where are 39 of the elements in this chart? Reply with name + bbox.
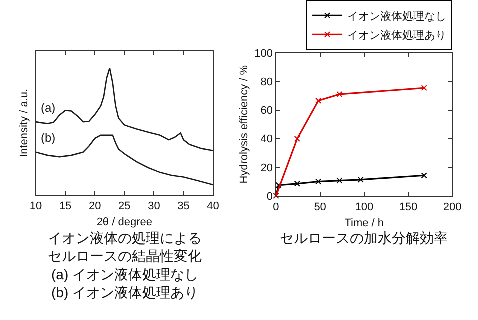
point bbox=[294, 180, 300, 187]
y-tick-label: 40 bbox=[260, 134, 274, 146]
x-tick-label: 150 bbox=[399, 201, 418, 214]
x-tick-label: 40 bbox=[207, 200, 220, 212]
x-tick-label: 200 bbox=[443, 201, 462, 214]
legend-label: イオン液体処理なし bbox=[348, 10, 447, 23]
y-tick-label: 60 bbox=[260, 105, 274, 118]
x-axis-title: 2θ / degree bbox=[96, 216, 152, 229]
y-tick-label: 100 bbox=[254, 48, 274, 60]
point bbox=[358, 176, 364, 183]
text: セルロースの加水分解効率 bbox=[280, 230, 448, 246]
x-tick-label: 100 bbox=[355, 201, 374, 214]
legend-label: イオン液体処理あり bbox=[348, 28, 447, 42]
x-tick-label: 50 bbox=[314, 201, 326, 214]
point bbox=[421, 85, 428, 92]
point bbox=[316, 98, 322, 104]
point bbox=[421, 172, 428, 179]
point bbox=[294, 136, 300, 142]
x-tick-label: 30 bbox=[148, 200, 160, 212]
point bbox=[316, 178, 322, 185]
y-tick-label: 80 bbox=[260, 76, 274, 89]
x-tick-label: 35 bbox=[178, 200, 190, 212]
y-tick-label: 0 bbox=[266, 190, 274, 203]
point bbox=[276, 182, 282, 188]
text: イオン液体の処理によるセルロースの結晶性変化 bbox=[48, 230, 202, 264]
x-tick-label: 25 bbox=[118, 200, 131, 212]
y-axis-title: Intensity / a.u. bbox=[18, 88, 31, 158]
series-label: (b) bbox=[41, 131, 56, 145]
text: (b) イオン液体処理あり bbox=[52, 284, 198, 301]
series-label: (a) bbox=[41, 101, 56, 115]
x-tick-label: 15 bbox=[59, 200, 72, 212]
text: (a) イオン液体処理なし bbox=[52, 266, 198, 282]
point bbox=[336, 91, 343, 98]
x-tick-label: 20 bbox=[88, 200, 102, 212]
y-tick-label: 20 bbox=[260, 162, 274, 174]
y-axis-title: Hydrolysis efficiency / % bbox=[238, 65, 250, 184]
point bbox=[336, 178, 343, 184]
x-tick-label: 10 bbox=[30, 200, 42, 212]
x-axis-title: Time / h bbox=[344, 217, 384, 230]
